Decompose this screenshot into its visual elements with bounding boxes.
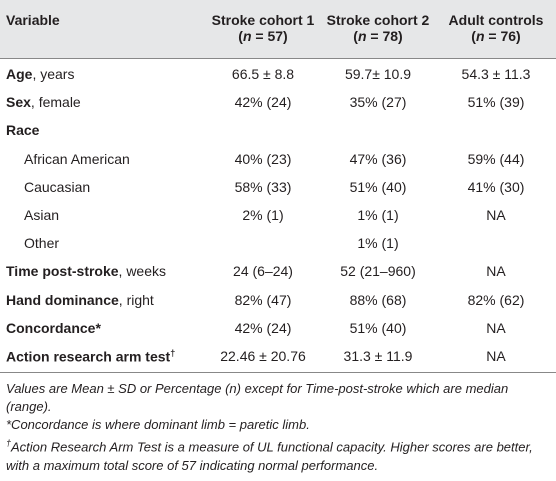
row-label: Hand dominance, right <box>6 292 154 308</box>
header-cell: Stroke cohort 2 (n = 78) <box>319 12 437 44</box>
row-label: Age, years <box>6 66 74 82</box>
value-cell: 51% (40) <box>349 178 407 195</box>
table-row: Other 1% (1) <box>0 229 556 257</box>
table-row: Age, years 66.5 ± 8.8 59.7± 10.9 54.3 ± 11.… <box>0 60 556 88</box>
value-cell: 40% (23) <box>234 150 292 167</box>
value-cell: 35% (27) <box>349 94 407 111</box>
row-sublabel: Caucasian <box>24 178 91 195</box>
row-sublabel: Other <box>24 235 60 252</box>
value-cell: 54.3 ± 11.3 <box>461 66 531 82</box>
table-bottom-rule <box>0 372 556 374</box>
label-bold: Sex <box>6 94 31 111</box>
label-bold: Race <box>6 122 40 139</box>
value-cell: NA <box>486 348 506 364</box>
n-part: n <box>475 28 485 44</box>
column-name: Stroke cohort 2 <box>326 12 430 28</box>
label-bold: Action research arm test <box>6 348 171 365</box>
label-detail: , female <box>30 94 81 111</box>
table-row: Sex, female 42% (24) 35% (27) 51% (39) <box>0 88 556 116</box>
footnote-text: Action Research Arm Test is a measure of… <box>6 439 533 473</box>
value-cell: 51% (40) <box>349 319 407 336</box>
value-cell: NA <box>486 207 506 223</box>
n-part: = 76) <box>484 28 521 44</box>
value-cell: 82% (62) <box>467 291 525 308</box>
label-detail: , weeks <box>118 263 167 280</box>
label-detail: , right <box>118 291 154 308</box>
value-cell: 82% (47) <box>234 291 292 308</box>
label-bold: Time post-stroke <box>6 263 119 280</box>
value-cell: 88% (68) <box>349 291 407 308</box>
footnote-mark: † <box>6 438 12 449</box>
label-bold: Concordance* <box>6 319 101 336</box>
label-bold: Age <box>6 66 33 82</box>
row-label: Action research arm test† <box>6 348 175 365</box>
table-row: African American 40% (23) 47% (36) 59% (44) <box>0 145 556 173</box>
value-cell: 41% (30) <box>467 178 525 195</box>
table-row: Action research arm test† 22.46 ± 20.76 31… <box>0 342 556 370</box>
table-row: Concordance* 42% (24) 51% (40) NA <box>0 314 556 342</box>
label-sup: † <box>170 348 176 358</box>
value-cell: 2% (1) <box>242 207 284 223</box>
table-row: Race <box>0 116 556 144</box>
value-cell: NA <box>486 263 506 280</box>
value-cell: 1% (1) <box>357 235 399 252</box>
n-part: ( <box>471 28 476 44</box>
footnote-text: Values are Mean ± SD or Percentage (n) e… <box>6 381 509 415</box>
header-variable: Variable <box>6 12 60 28</box>
header-row: Variable Stroke cohort 1 (n = 57) Stroke c… <box>0 0 556 59</box>
table-row: Hand dominance, right 82% (47) 88% (68) 82%… <box>0 286 556 314</box>
column-n: (n = 78) <box>319 28 437 44</box>
n-part: n <box>357 28 367 44</box>
table-row: Asian 2% (1) 1% (1) NA <box>0 201 556 229</box>
n-part: = 57) <box>251 28 288 44</box>
row-sublabel: African American <box>24 150 130 167</box>
value-cell: 22.46 ± 20.76 <box>220 348 306 364</box>
footnote-text: *Concordance is where dominant limb = pa… <box>6 417 310 433</box>
value-cell: 47% (36) <box>349 150 407 167</box>
column-n: (n = 76) <box>437 28 555 44</box>
column-n: (n = 57) <box>205 28 321 44</box>
value-cell: 1% (1) <box>357 207 399 223</box>
row-label: Concordance* <box>6 320 101 336</box>
header-cell: Adult controls (n = 76) <box>437 12 555 44</box>
header-cell: Stroke cohort 1 (n = 57) <box>205 12 321 44</box>
n-part: ( <box>238 28 243 44</box>
value-cell: 42% (24) <box>234 319 292 336</box>
footnote: Values are Mean ± SD or Percentage (n) e… <box>6 380 552 416</box>
value-cell: 31.3 ± 11.9 <box>343 348 413 364</box>
footnote: *Concordance is where dominant limb = pa… <box>6 416 552 434</box>
value-cell: 52 (21–960) <box>340 263 416 280</box>
value-cell: NA <box>486 319 506 336</box>
table-row: Time post-stroke, weeks 24 (6–24) 52 (21–9… <box>0 257 556 285</box>
column-name: Stroke cohort 1 <box>211 12 315 28</box>
value-cell: 59% (44) <box>467 150 525 167</box>
column-name: Adult controls <box>448 12 544 28</box>
n-part: = 78) <box>366 28 403 44</box>
footnote: †Action Research Arm Test is a measure o… <box>6 434 552 474</box>
n-part: n <box>242 28 252 44</box>
label-detail: , years <box>32 66 75 82</box>
value-cell: 42% (24) <box>234 94 292 111</box>
value-cell: 59.7± 10.9 <box>344 66 412 82</box>
table-row: Caucasian 58% (33) 51% (40) 41% (30) <box>0 173 556 201</box>
row-sublabel: Asian <box>24 207 60 223</box>
value-cell: 51% (39) <box>467 94 525 111</box>
value-cell: 58% (33) <box>234 178 292 195</box>
value-cell: 24 (6–24) <box>233 263 293 280</box>
row-label: Time post-stroke, weeks <box>6 263 166 279</box>
n-part: ( <box>353 28 358 44</box>
row-label: Race <box>6 122 39 138</box>
value-cell: 66.5 ± 8.8 <box>231 66 295 82</box>
row-label: Sex, female <box>6 94 81 110</box>
label-bold: Hand dominance <box>6 291 119 308</box>
